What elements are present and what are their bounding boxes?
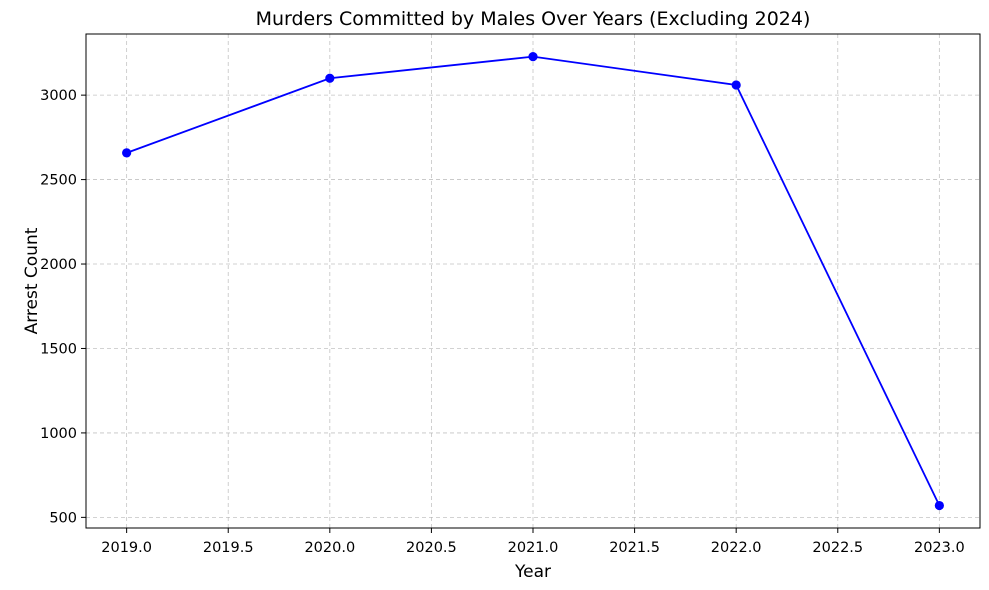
y-tick-label: 1000: [40, 426, 77, 442]
data-point: [122, 148, 132, 158]
x-axis-ticks: 2019.0 2019.5 2020.0 2020.5 2021.0 2021.5 2022…: [101, 528, 965, 556]
series-group: [122, 52, 944, 511]
y-tick-label: 2500: [40, 173, 77, 189]
data-point: [934, 500, 944, 511]
y-tick-label: 3000: [40, 88, 77, 104]
grid-lines: [86, 34, 980, 528]
y-axis-ticks: 500 1000 1500 2000 2500 3000: [40, 88, 86, 526]
x-tick-label: 2023.0: [914, 540, 965, 556]
x-tick-label: 2021.5: [609, 540, 660, 556]
chart-title: Murders Committed by Males Over Years (E…: [256, 8, 811, 30]
y-tick-label: 1500: [40, 341, 77, 357]
data-point: [325, 73, 335, 83]
y-tick-label: 2000: [40, 257, 77, 273]
x-axis-label: Year: [514, 562, 551, 582]
x-tick-label: 2020.5: [406, 540, 457, 556]
x-tick-label: 2021.0: [508, 540, 559, 556]
x-tick-label: 2019.0: [101, 540, 152, 556]
data-point: [528, 52, 538, 62]
x-tick-label: 2020.0: [304, 540, 355, 556]
y-tick-label: 500: [49, 510, 77, 526]
x-tick-label: 2022.0: [711, 540, 762, 556]
data-point: [731, 80, 741, 90]
x-tick-label: 2019.5: [203, 540, 254, 556]
y-axis-label: Arrest Count: [22, 227, 42, 334]
x-tick-label: 2022.5: [812, 540, 863, 556]
